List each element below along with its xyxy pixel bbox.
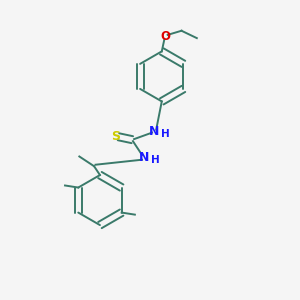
Text: S: S: [111, 130, 120, 143]
Text: H: H: [161, 129, 170, 139]
Text: N: N: [149, 125, 160, 138]
Text: O: O: [160, 30, 170, 43]
Text: N: N: [139, 151, 149, 164]
Text: H: H: [151, 155, 160, 165]
